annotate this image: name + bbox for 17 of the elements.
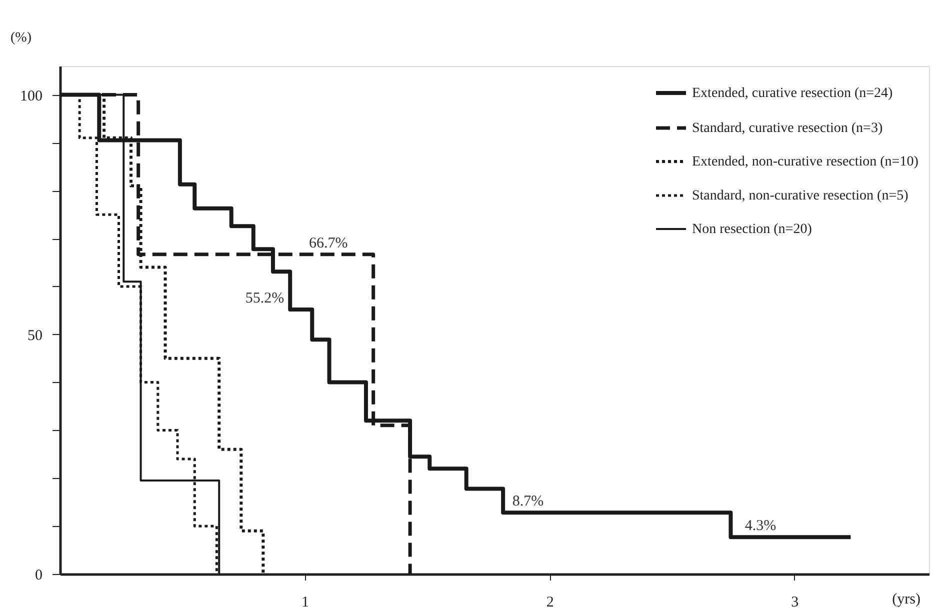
y-tick-label: 0 (35, 568, 42, 584)
legend-label: Standard, curative resection (n=3) (692, 121, 883, 136)
x-tick-label: 1 (302, 594, 310, 610)
annotation: 66.7% (308, 235, 348, 252)
annotation: 8.7% (512, 494, 544, 510)
annotation: 4.3% (744, 518, 776, 534)
y-axis-title: (%) (10, 30, 32, 46)
legend-label: Non resection (n=20) (692, 222, 812, 237)
annotation: 55.2% (245, 290, 284, 306)
legend-label: Extended, curative resection (n=24) (692, 86, 894, 101)
x-axis-title: (yrs) (892, 592, 920, 608)
legend-label: Standard, non-curative resection (n=5) (692, 188, 909, 204)
legend-label: Extended, non-curative resection (n=10) (692, 154, 919, 170)
x-tick-label: 3 (791, 594, 799, 610)
x-tick-label: 2 (546, 594, 554, 610)
y-tick-label: 50 (28, 328, 42, 344)
y-tick-label: 100 (20, 88, 42, 104)
